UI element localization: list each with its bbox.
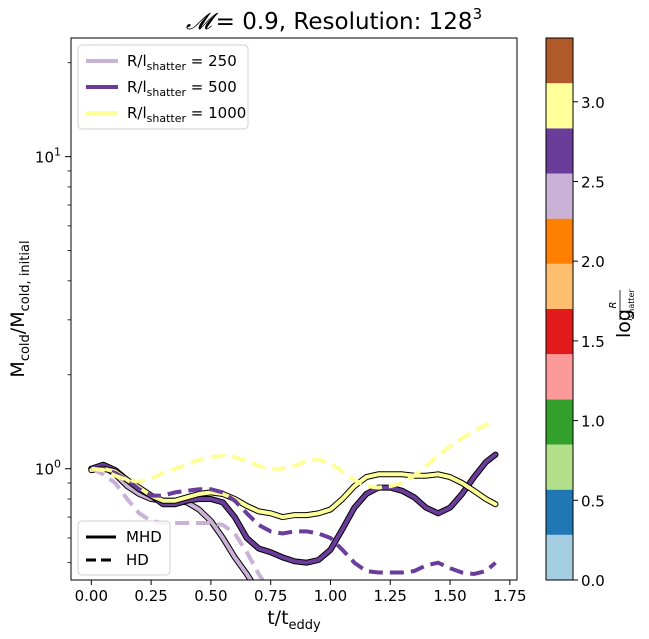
legend-style-label: MHD	[126, 528, 162, 546]
colorbar-axis: 0.0 0.5 1.0 1.5 2.0 2.5 3.0	[573, 94, 605, 590]
x-tick-label: 0.75	[254, 587, 287, 605]
colorbar-segment	[546, 444, 573, 490]
colorbar-tick-label: 2.0	[581, 253, 605, 271]
colorbar-segment	[546, 218, 573, 264]
colorbar-tick-label: 0.5	[581, 492, 605, 510]
colorbar-label: log	[613, 309, 635, 338]
colorbar-segment	[546, 309, 573, 355]
x-axis-label: t/teddy	[267, 607, 321, 633]
legend-ratio: R/lshatter = 250 R/lshatter = 500 R/lshatt…	[77, 44, 249, 130]
colorbar	[545, 37, 574, 581]
series-lines	[88, 420, 499, 580]
plot-frame	[70, 37, 518, 581]
series-1000-mhd-line	[89, 466, 498, 520]
legend-label: R/lshatter = 250	[127, 52, 237, 73]
x-tick-label: 0.25	[134, 587, 167, 605]
colorbar-tick-label: 2.5	[581, 173, 605, 191]
colorbar-fraction-denominator: lshatter	[624, 289, 636, 321]
series-1000-hd-line	[91, 420, 497, 490]
y-tick-label: 100	[35, 458, 61, 479]
colorbar-segment	[546, 399, 573, 445]
series-500-hd-line	[91, 466, 497, 577]
x-tick-label: 0.00	[75, 587, 108, 605]
colorbar-fraction: R lshatter	[608, 289, 636, 321]
x-tick-label: 1.50	[433, 587, 466, 605]
colorbar-tick-label: 3.0	[581, 94, 605, 112]
x-tick-label: 0.50	[194, 587, 227, 605]
colorbar-segment	[546, 489, 573, 535]
colorbar-tick-label: 1.5	[581, 333, 605, 351]
colorbar-tick-label: 0.0	[581, 572, 605, 590]
legend-style-label: HD	[126, 551, 149, 569]
legend-label: R/lshatter = 1000	[127, 104, 246, 125]
colorbar-fraction-numerator: R	[608, 302, 619, 309]
y-axis: 100 101	[35, 62, 71, 564]
colorbar-tick-label: 1.0	[581, 413, 605, 431]
x-tick-label: 1.25	[374, 587, 407, 605]
x-tick-label: 1.00	[314, 587, 347, 605]
colorbar-segment	[546, 128, 573, 174]
y-axis-label: Mcold/Mcold, initial	[7, 240, 33, 377]
x-tick-label: 1.75	[493, 587, 526, 605]
colorbar-segment	[546, 173, 573, 219]
colorbar-segment	[546, 263, 573, 309]
series-250-hd-line	[90, 466, 265, 580]
legend-label: R/lshatter = 500	[127, 78, 237, 99]
x-axis: 0.00 0.25 0.50 0.75 1.00 1.25 1.50 1.75	[75, 580, 527, 605]
colorbar-segment	[546, 83, 573, 129]
colorbar-segment	[546, 38, 573, 84]
colorbar-segment	[546, 354, 573, 400]
colorbar-segment	[546, 534, 573, 580]
chart-title: 𝓜 = 0.9, Resolution: 1283	[186, 5, 482, 35]
y-tick-label: 101	[35, 146, 61, 167]
legend-line-style: MHD HD	[77, 520, 171, 576]
colorbar-frame	[545, 37, 574, 581]
